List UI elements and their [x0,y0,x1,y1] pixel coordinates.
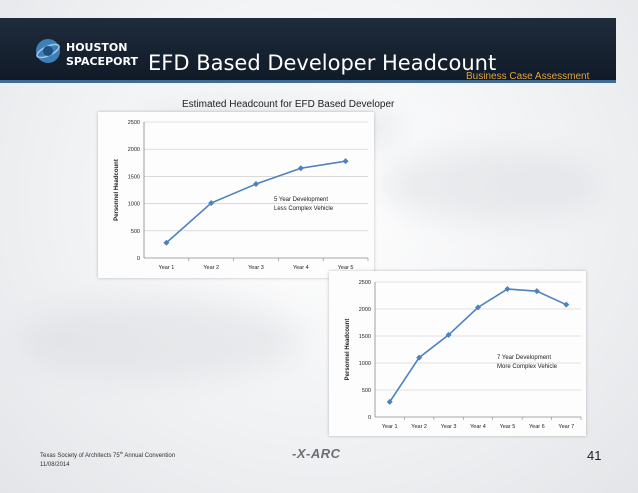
chart2-data-point [386,398,393,405]
page-subtitle: Business Case Assessment [466,71,590,82]
chart1-xtick-label: Year 2 [203,265,219,271]
chart-7-year: 0 500 1000 1500 2000 2500 Year 1 Year 2 Year 3 Ye… [329,271,586,436]
chart2-xtick-label: Year 1 [382,424,398,430]
chart2-data-point [504,286,511,293]
chart2-ytick-label: 500 [362,388,371,394]
chart1-ytick-label: 1000 [128,202,140,208]
header-bar: HOUSTON SPACEPORT EFD Based Developer He… [0,18,616,83]
chart2-ytick-label: 1000 [359,361,371,367]
chart1-xtick-label: Year 3 [248,265,264,271]
footer-org-text: Texas Society of Architects 75 [40,453,120,459]
chart1-data-point [297,165,304,172]
chart2-ytick-label: 2000 [359,307,371,313]
chart1-data-point [163,239,170,246]
background-cloud [380,150,600,220]
chart2-ytick-label: 0 [368,415,371,421]
chart-heading: Estimated Headcount for EFD Based Develo… [182,99,395,110]
spaceport-logo-icon [36,39,60,63]
footer-org-sup: th [119,450,124,455]
chart2-data-point [533,288,540,295]
chart1-data-point [253,181,259,188]
chart1-data-point [208,200,215,207]
chart2-data-point [563,301,570,308]
chart2-xtick-label: Year 7 [558,424,574,430]
chart2-annotation-line: More Complex Vehicle [497,364,558,370]
page-title: EFD Based Developer Headcount [148,51,497,75]
chart2-annotation-line: 7 Year Development [497,355,551,361]
chart2-ytick-label: 1500 [359,334,371,340]
chart-7-year-svg: 0 500 1000 1500 2000 2500 Year 1 Year 2 Year 3 Ye… [345,280,582,430]
footer-org-line: Texas Society of Architects 75th Annual … [40,448,175,461]
chart1-ytick-label: 1500 [128,174,140,180]
chart-5-year: 0 500 1000 1500 2000 2500 Year 1 Year 2 Year 3 Ye… [98,112,374,278]
chart1-annotation-line: 5 Year Development [274,197,328,203]
chart1-xtick-label: Year 5 [338,265,354,271]
chart2-xtick-label: Year 3 [441,424,457,430]
chart1-ytick-label: 0 [137,256,140,262]
chart1-ytick-label: 2500 [128,120,140,126]
footer-org-rest: Annual Convention [123,453,176,459]
chart1-data-point [342,158,349,165]
xarc-logo: -X-ARC [292,446,341,461]
logo-wordmark: HOUSTON SPACEPORT [66,41,138,69]
chart2-xtick-label: Year 4 [470,424,486,430]
chart1-ytick-label: 500 [131,229,140,235]
chart2-data-point [475,304,481,311]
chart2-ytick-label: 2500 [359,280,371,286]
chart1-annotation-line: Less Complex Vehicle [274,206,334,212]
page-number: 41 [587,448,602,463]
chart2-xtick-label: Year 5 [500,424,516,430]
chart1-xtick-label: Year 1 [159,265,175,271]
chart2-xtick-label: Year 2 [411,424,427,430]
chart2-data-point [445,331,452,338]
chart2-ylabel: Personnel Headcount [345,319,351,381]
chart-5-year-svg: 0 500 1000 1500 2000 2500 Year 1 Year 2 Year 3 Ye… [114,120,369,271]
background-cloud [20,300,300,380]
footer-info: Texas Society of Architects 75th Annual … [40,448,175,470]
chart1-ytick-label: 2000 [128,147,140,153]
logo-line-1: HOUSTON [66,41,128,54]
logo-line-2: SPACEPORT [66,55,138,68]
chart2-data-point [416,354,423,361]
footer-date: 11/08/2014 [40,462,70,468]
chart1-ylabel: Personnel Headcount [114,159,120,221]
chart1-xtick-label: Year 4 [293,265,309,271]
chart2-xtick-label: Year 6 [529,424,545,430]
